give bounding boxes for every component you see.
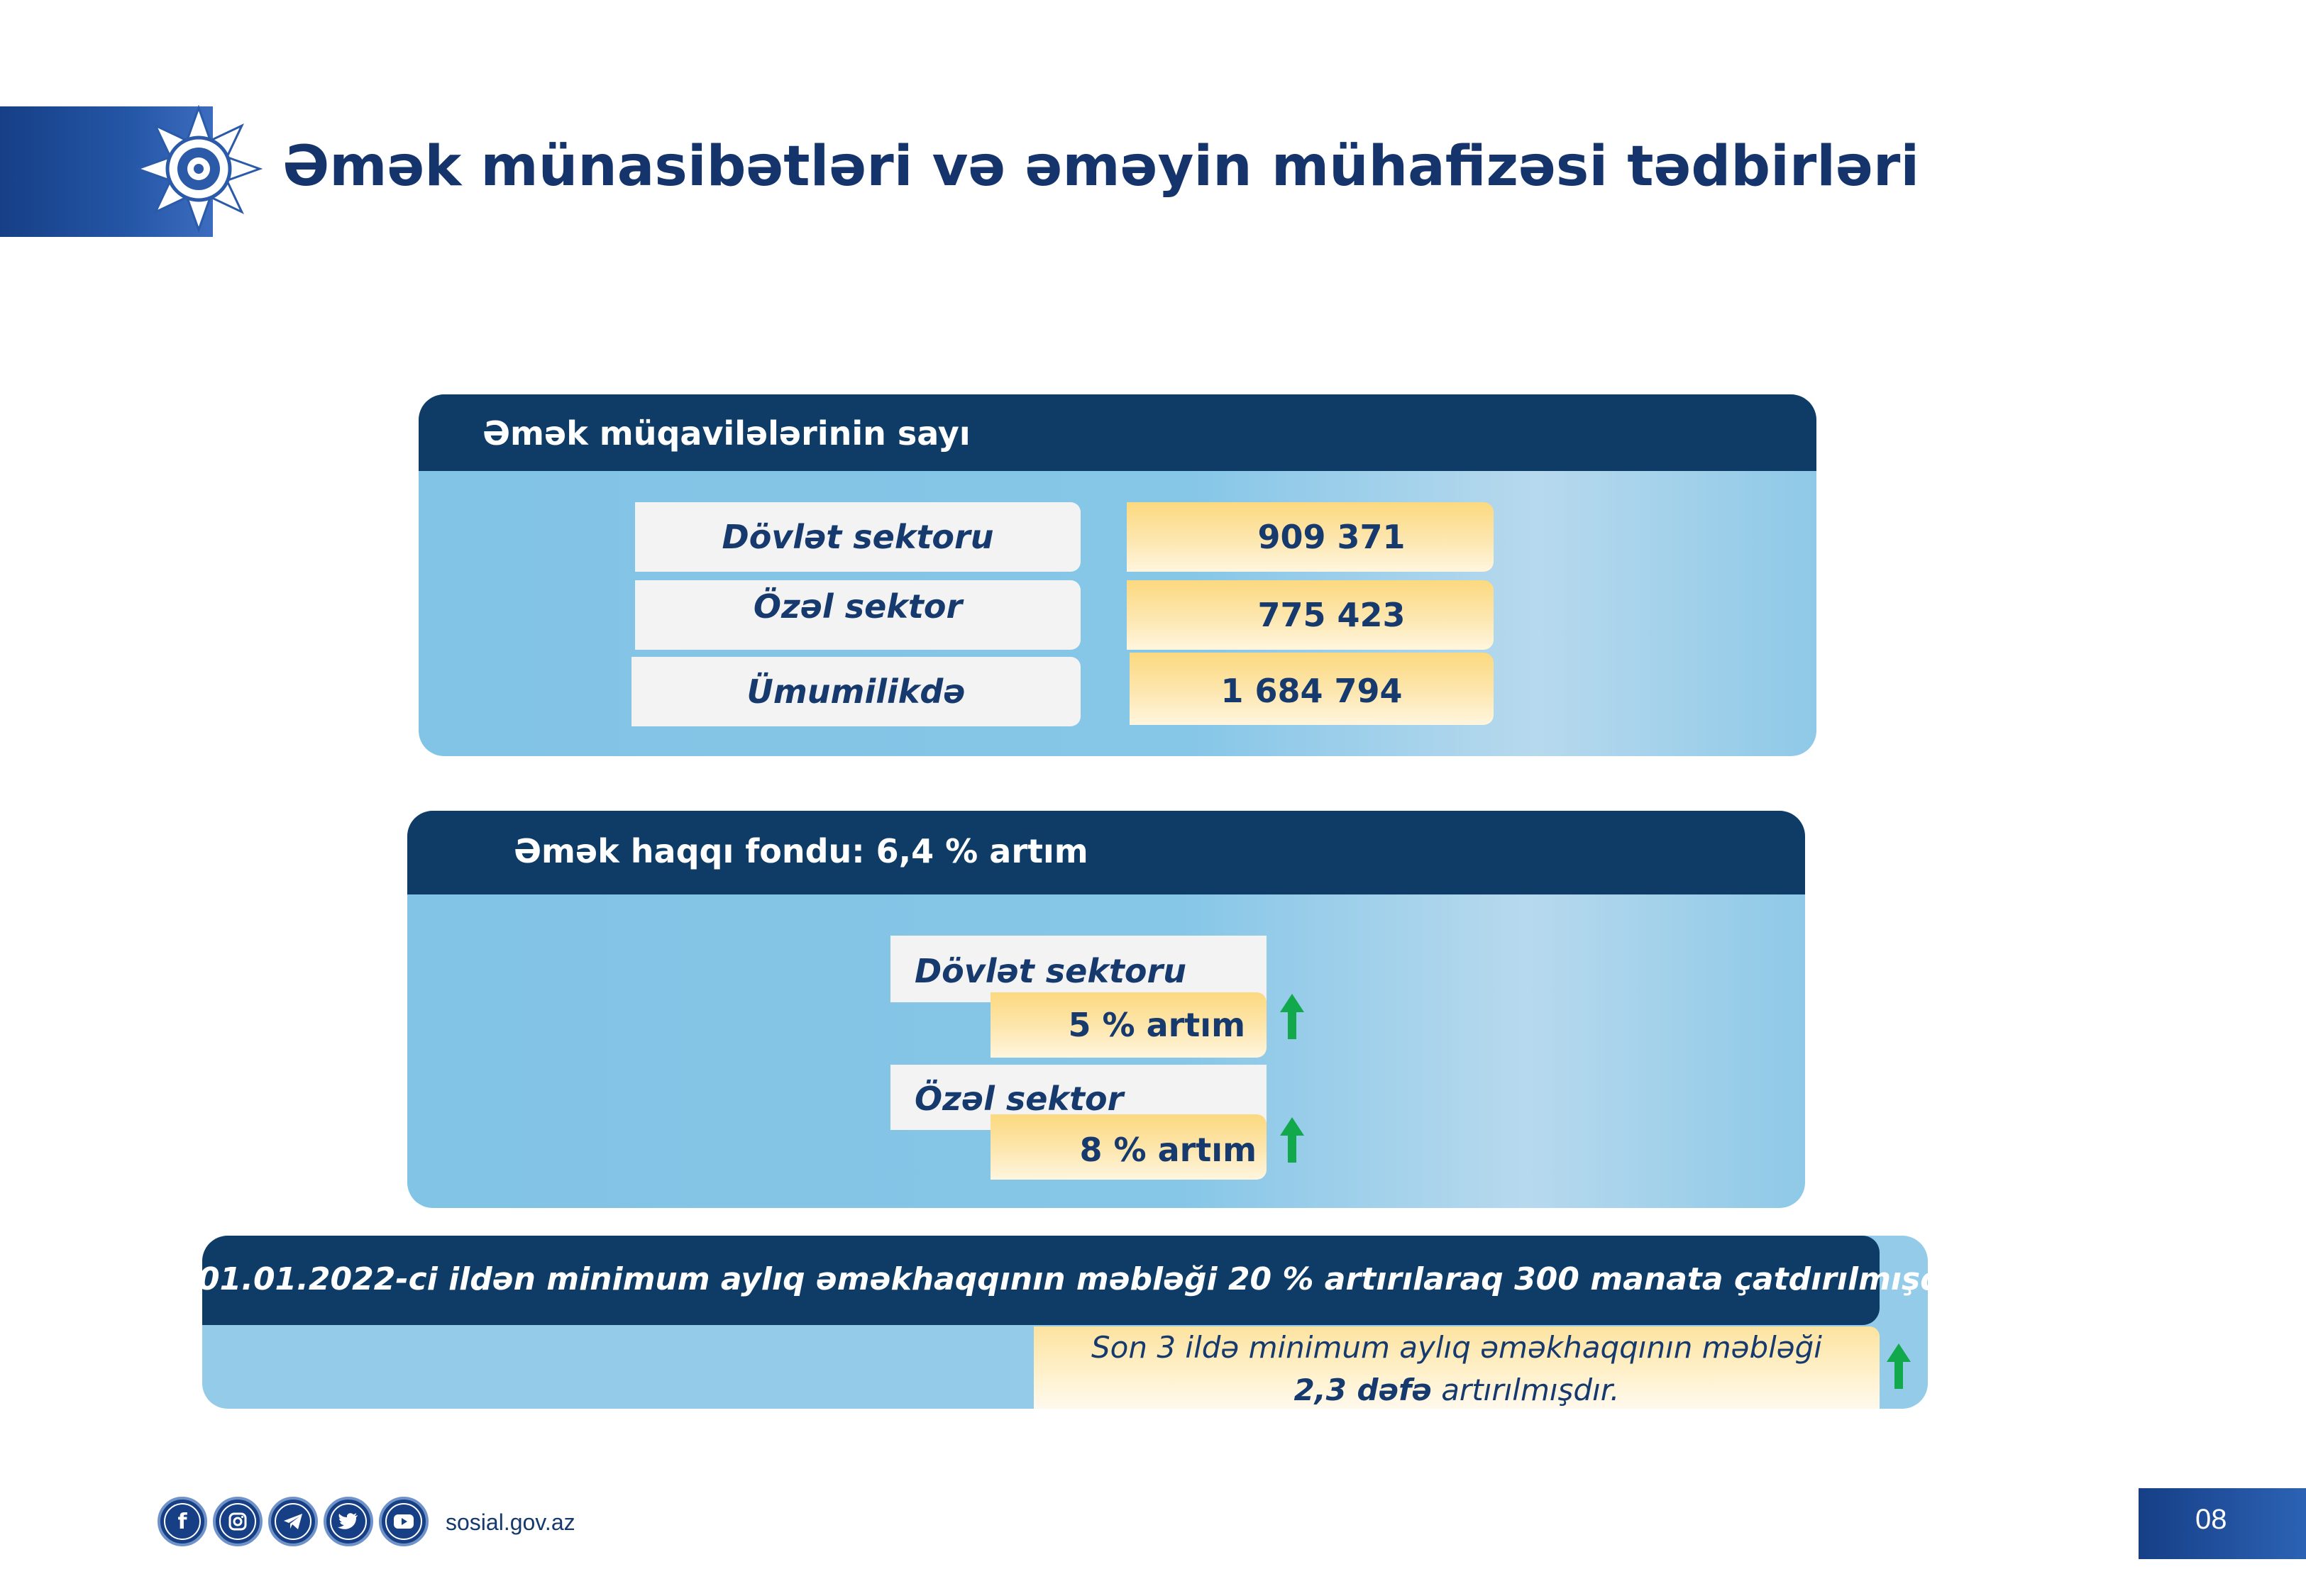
contracts-row-value: 909 371: [1127, 502, 1494, 572]
up-arrow-icon: [1280, 994, 1304, 1039]
ministry-logo: [135, 105, 263, 233]
contracts-row-label: Özəl sektor: [635, 580, 1081, 650]
instagram-symbol: [228, 1512, 247, 1531]
wage-fund-row-label: Dövlət sektoru: [890, 936, 1267, 1002]
twitter-symbol: [338, 1513, 358, 1529]
wage-fund-panel: Əmək haqqı fondu: 6,4 % artım Dövlət sek…: [407, 811, 1805, 1208]
telegram-icon[interactable]: [268, 1497, 318, 1546]
minimum-wage-note-bold: 2,3 dəfə: [1293, 1373, 1432, 1407]
telegram-glyph: [275, 1503, 311, 1540]
wage-fund-row-value: 8 % artım: [991, 1114, 1267, 1180]
contracts-row-label: Ümumilikdə: [631, 657, 1081, 726]
page-number: 08: [2195, 1504, 2227, 1535]
page-title: Əmək münasibətləri və əməyin mühafizəsi …: [282, 135, 1920, 199]
website-link[interactable]: sosial.gov.az: [446, 1509, 575, 1535]
contracts-heading-text: Əmək müqavilələrinin sayı: [482, 414, 971, 453]
up-arrow-icon: [1887, 1343, 1911, 1389]
minimum-wage-note-suffix: artırılmışdır.: [1431, 1373, 1620, 1407]
contracts-panel: Əmək müqavilələrinin sayı Dövlət sektoru…: [419, 394, 1816, 756]
instagram-icon[interactable]: [213, 1497, 263, 1546]
contracts-row-value: 1 684 794: [1130, 653, 1494, 725]
page-number-band: [2139, 1488, 2306, 1559]
contracts-heading: Əmək müqavilələrinin sayı: [419, 394, 1816, 471]
minimum-wage-heading-text: 01.01.2022-ci ildən minimum aylıq əməkha…: [202, 1261, 1928, 1297]
wage-fund-heading: Əmək haqqı fondu: 6,4 % artım: [407, 811, 1805, 894]
youtube-symbol: [394, 1514, 414, 1529]
minimum-wage-note-prefix: Son 3 ildə minimum aylıq əməkhaqqının mə…: [1091, 1330, 1822, 1365]
telegram-symbol: [284, 1514, 302, 1529]
up-arrow-icon: [1280, 1117, 1304, 1163]
minimum-wage-panel: 01.01.2022-ci ildən minimum aylıq əməkha…: [202, 1236, 1928, 1409]
twitter-glyph: [330, 1503, 367, 1540]
youtube-icon[interactable]: [379, 1497, 429, 1546]
contracts-row-label: Dövlət sektoru: [635, 502, 1081, 572]
minimum-wage-note: Son 3 ildə minimum aylıq əməkhaqqının mə…: [1034, 1326, 1880, 1409]
instagram-glyph: [219, 1503, 256, 1540]
social-links: f: [158, 1497, 429, 1546]
twitter-icon[interactable]: [324, 1497, 373, 1546]
contracts-row-value: 775 423: [1127, 580, 1494, 650]
facebook-icon[interactable]: f: [158, 1497, 207, 1546]
wage-fund-row-value: 5 % artım: [991, 992, 1267, 1058]
facebook-glyph: f: [164, 1503, 201, 1540]
youtube-glyph: [385, 1503, 422, 1540]
wage-fund-heading-text: Əmək haqqı fondu: 6,4 % artım: [514, 832, 1088, 870]
minimum-wage-heading: 01.01.2022-ci ildən minimum aylıq əməkha…: [202, 1236, 1928, 1325]
